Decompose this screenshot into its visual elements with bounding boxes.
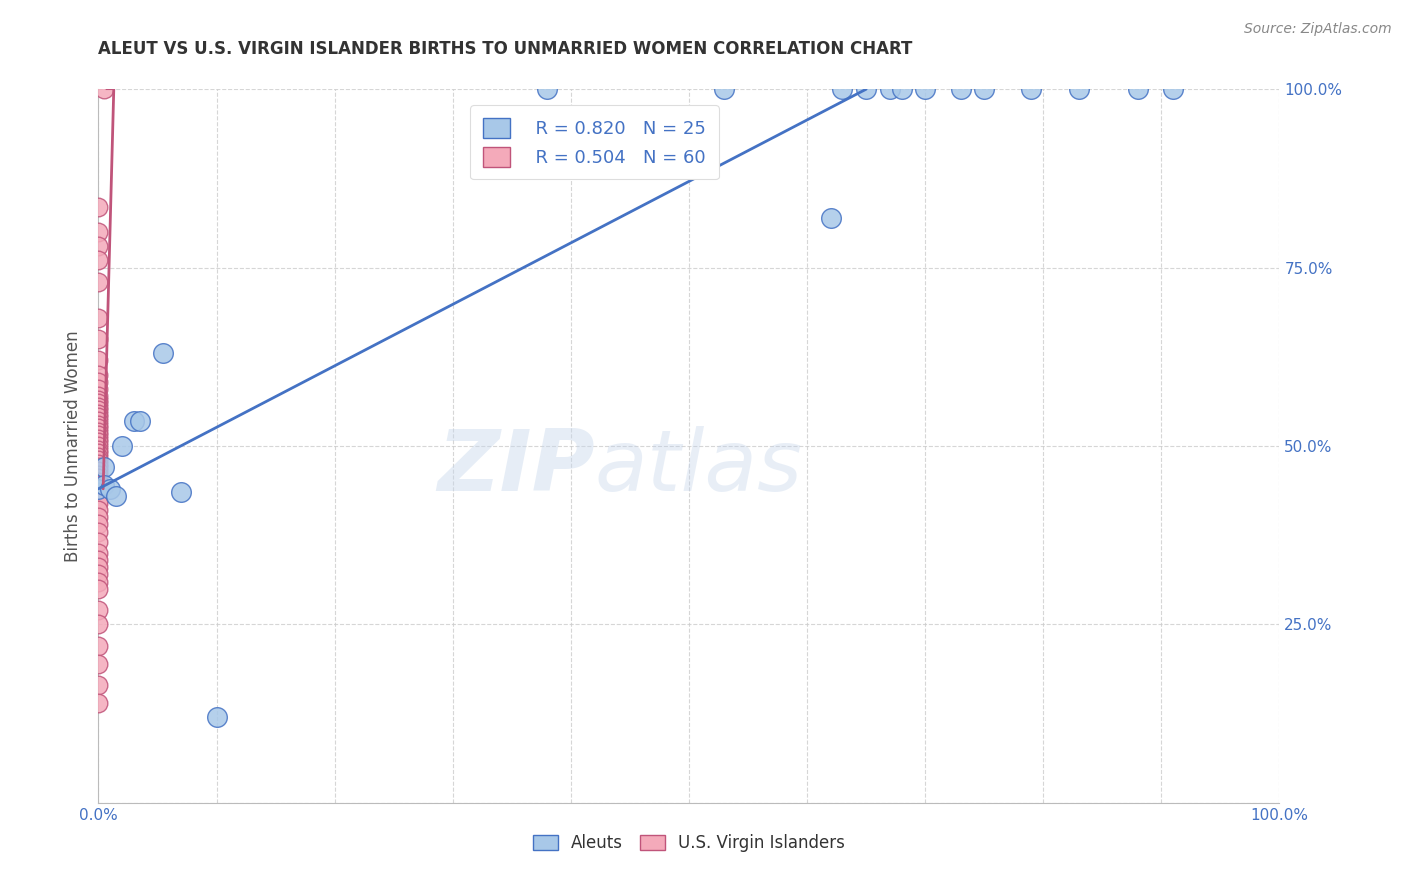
Point [87, 428, 110, 442]
Text: Source: ZipAtlas.com: Source: ZipAtlas.com [1244, 22, 1392, 37]
Point [87, 492, 110, 507]
Point [87, 510, 110, 524]
Point [87, 503, 110, 517]
Point [87, 403, 110, 417]
Point [87, 389, 110, 403]
Point [87, 425, 110, 439]
Point [87, 617, 110, 632]
Point [87, 396, 110, 410]
Point [93, 478, 115, 492]
Point [111, 439, 134, 453]
Point [87, 496, 110, 510]
Point [1126, 82, 1149, 96]
Point [1021, 82, 1043, 96]
Point [87, 200, 110, 214]
Point [1067, 82, 1090, 96]
Point [87, 382, 110, 396]
Point [890, 82, 912, 96]
Point [87, 421, 110, 435]
Point [87, 482, 110, 496]
Text: atlas: atlas [595, 425, 803, 509]
Point [87, 574, 110, 589]
Point [87, 639, 110, 653]
Point [87, 560, 110, 574]
Point [949, 82, 972, 96]
Legend: Aleuts, U.S. Virgin Islanders: Aleuts, U.S. Virgin Islanders [526, 828, 852, 859]
Point [87, 482, 110, 496]
Point [820, 211, 842, 225]
Point [152, 346, 174, 360]
Point [87, 567, 110, 582]
Point [98, 482, 121, 496]
Point [87, 524, 110, 539]
Point [87, 453, 110, 467]
Point [87, 417, 110, 432]
Point [87, 368, 110, 382]
Point [87, 310, 110, 325]
Point [87, 582, 110, 596]
Point [87, 439, 110, 453]
Point [93, 460, 115, 475]
Point [87, 450, 110, 464]
Point [87, 546, 110, 560]
Point [914, 82, 936, 96]
Point [93, 82, 115, 96]
Point [87, 696, 110, 710]
Point [87, 410, 110, 425]
Point [87, 485, 110, 500]
Point [87, 678, 110, 692]
Point [87, 442, 110, 457]
Point [87, 392, 110, 407]
Point [1161, 82, 1184, 96]
Point [87, 225, 110, 239]
Text: ALEUT VS U.S. VIRGIN ISLANDER BIRTHS TO UNMARRIED WOMEN CORRELATION CHART: ALEUT VS U.S. VIRGIN ISLANDER BIRTHS TO … [98, 40, 912, 58]
Point [105, 489, 128, 503]
Point [87, 467, 110, 482]
Point [87, 332, 110, 346]
Point [87, 275, 110, 289]
Point [87, 460, 110, 475]
Point [87, 353, 110, 368]
Point [87, 517, 110, 532]
Point [87, 407, 110, 421]
Point [87, 446, 110, 460]
Point [87, 457, 110, 471]
Point [87, 375, 110, 389]
Point [973, 82, 995, 96]
Point [122, 414, 145, 428]
Point [87, 478, 110, 492]
Point [128, 414, 150, 428]
Point [87, 535, 110, 549]
Point [87, 553, 110, 567]
Point [831, 82, 853, 96]
Point [205, 710, 228, 724]
Y-axis label: Births to Unmarried Women: Births to Unmarried Women [65, 330, 83, 562]
Point [536, 82, 558, 96]
Point [879, 82, 901, 96]
Point [87, 239, 110, 253]
Point [713, 82, 735, 96]
Text: ZIP: ZIP [437, 425, 595, 509]
Point [87, 400, 110, 414]
Point [87, 432, 110, 446]
Point [87, 464, 110, 478]
Point [87, 435, 110, 450]
Point [87, 603, 110, 617]
Point [87, 253, 110, 268]
Point [87, 475, 110, 489]
Point [87, 657, 110, 671]
Point [855, 82, 877, 96]
Point [87, 414, 110, 428]
Point [87, 471, 110, 485]
Point [87, 489, 110, 503]
Point [170, 485, 193, 500]
